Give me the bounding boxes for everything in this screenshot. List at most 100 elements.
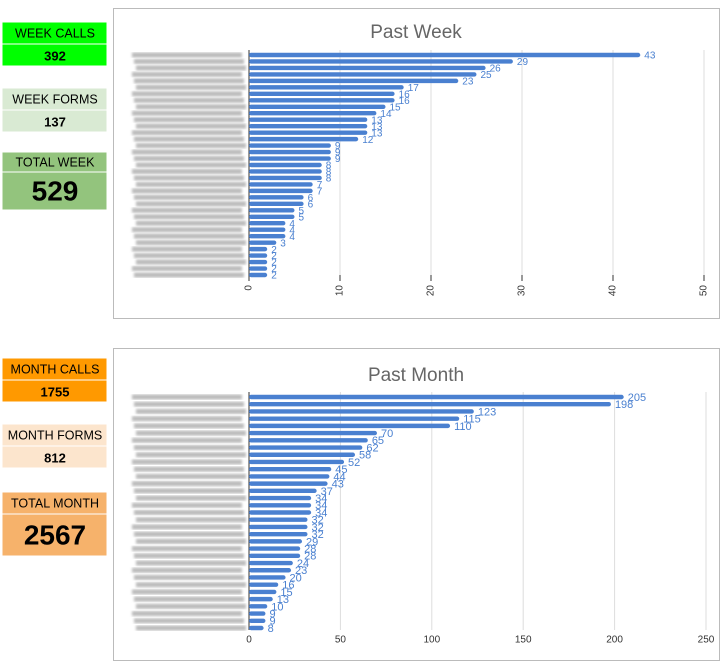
category-label-blurred	[134, 510, 244, 515]
value-label: 6	[308, 193, 314, 204]
value-label: 25	[481, 70, 493, 81]
value-label: 198	[615, 399, 633, 411]
category-label-blurred	[132, 227, 242, 233]
bar	[249, 221, 286, 226]
bar	[249, 575, 286, 580]
bar	[249, 72, 477, 77]
category-label-blurred	[136, 430, 246, 436]
bar	[249, 104, 386, 109]
stat-label: WEEK FORMS	[12, 92, 97, 106]
category-label-blurred	[136, 408, 246, 414]
bar	[249, 625, 264, 631]
value-label: 3	[280, 238, 286, 249]
x-tick-label: 0	[244, 285, 255, 291]
value-label: 9	[335, 141, 341, 152]
bar	[249, 195, 304, 200]
value-label: 34	[315, 507, 327, 519]
bar	[249, 488, 317, 494]
value-label: 65	[372, 435, 384, 447]
value-label: 6	[308, 199, 314, 210]
bar	[249, 618, 266, 623]
value-label: 110	[454, 421, 472, 433]
value-label: 13	[371, 128, 383, 139]
x-tick-label: 10	[335, 285, 346, 297]
value-label: 4	[289, 225, 295, 236]
x-tick-label: 0	[246, 635, 252, 646]
category-label-blurred	[132, 168, 242, 174]
bar	[249, 459, 345, 465]
bar	[249, 201, 304, 207]
bar	[249, 604, 268, 609]
value-label: 45	[335, 464, 347, 476]
category-label-blurred	[132, 52, 242, 58]
bar	[249, 59, 513, 64]
category-label-blurred	[132, 567, 242, 573]
category-label-blurred	[134, 531, 244, 537]
bar	[249, 481, 328, 486]
chart-title: Past Month	[368, 365, 464, 386]
value-label: 9	[335, 154, 341, 165]
category-label-blurred	[136, 65, 246, 71]
bar	[249, 78, 459, 84]
category-label-blurred	[134, 553, 244, 559]
bar	[249, 466, 332, 472]
value-label: 12	[362, 135, 374, 146]
bar	[249, 266, 268, 271]
bar	[249, 182, 313, 187]
x-tick-label: 50	[335, 635, 347, 646]
value-label: 23	[295, 565, 307, 577]
category-label-blurred	[134, 214, 244, 220]
value-label: 34	[315, 500, 327, 512]
category-label-blurred	[132, 188, 242, 194]
category-label-blurred	[136, 259, 246, 265]
x-tick-label: 30	[517, 285, 528, 297]
stat-value-box	[1, 513, 108, 557]
bar	[249, 495, 312, 501]
category-label-blurred	[132, 149, 242, 155]
bar	[249, 156, 331, 161]
category-label-blurred	[134, 97, 244, 103]
bar	[249, 438, 368, 443]
stat-value: 1755	[41, 384, 70, 399]
bar	[249, 560, 293, 566]
stat-value: 529	[32, 175, 79, 206]
value-label: 29	[306, 536, 318, 548]
value-label: 15	[390, 102, 402, 113]
category-label-blurred	[136, 240, 246, 246]
value-label: 32	[311, 529, 323, 541]
category-label-blurred	[134, 175, 244, 181]
bar	[249, 240, 277, 245]
category-label-blurred	[136, 538, 246, 544]
bar	[249, 430, 377, 436]
category-label-blurred	[132, 71, 242, 77]
bar	[249, 208, 295, 213]
stat-value: 392	[44, 48, 66, 63]
category-label-blurred	[132, 394, 242, 400]
category-label-blurred	[132, 266, 242, 272]
stat-label: WEEK CALLS	[15, 26, 95, 40]
category-label-blurred	[134, 272, 244, 278]
category-label-blurred	[132, 502, 242, 508]
value-label: 205	[628, 392, 646, 404]
bar	[249, 445, 363, 450]
value-label: 32	[311, 522, 323, 534]
bar	[249, 123, 368, 129]
bar	[249, 98, 395, 103]
value-label: 26	[490, 64, 502, 75]
stat-label: MONTH CALLS	[11, 362, 100, 376]
category-label-blurred	[136, 625, 246, 631]
value-label: 2	[271, 258, 277, 269]
category-label-blurred	[136, 181, 246, 187]
bar	[249, 188, 313, 194]
value-label: 2	[271, 264, 277, 275]
bar	[249, 474, 330, 479]
stat-value-box	[1, 43, 108, 67]
category-label-blurred	[132, 437, 242, 443]
bar	[249, 402, 611, 407]
stat-label: TOTAL WEEK	[16, 155, 96, 169]
value-label: 10	[271, 601, 283, 613]
bar	[249, 149, 331, 155]
category-label-blurred	[134, 596, 244, 602]
value-label: 13	[371, 115, 383, 126]
